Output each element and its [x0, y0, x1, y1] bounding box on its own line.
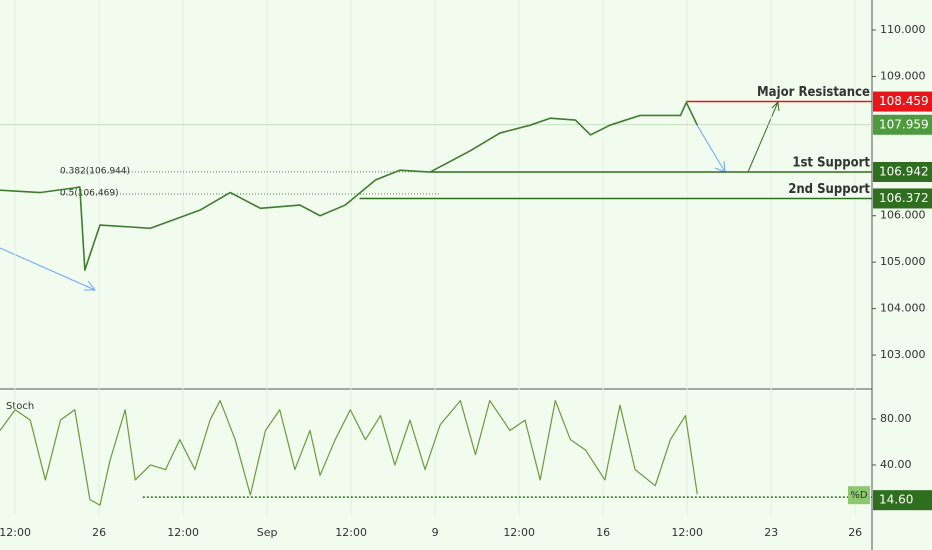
- level-name: 2nd Support: [788, 182, 870, 197]
- stoch-line: [0, 399, 698, 506]
- last-price-label: 107.959: [879, 117, 929, 131]
- price-line: [0, 101, 698, 271]
- level-value: 106.942: [879, 164, 929, 178]
- y-tick-label: 106.000: [880, 209, 926, 222]
- last-price-box: [873, 114, 932, 135]
- y-tick-label: 105.000: [880, 255, 926, 268]
- fib-label: 0.5(106.469): [60, 188, 119, 198]
- x-tick-label: 23: [764, 526, 778, 539]
- y-tick-label: 110.000: [880, 23, 926, 36]
- x-tick-label: Sep: [257, 526, 278, 539]
- level-value: 106.372: [879, 191, 929, 205]
- x-tick-label: 16: [596, 526, 610, 539]
- stoch-value-box: [873, 490, 932, 511]
- d-box: [848, 486, 870, 505]
- stoch-value: 14.60: [879, 493, 913, 507]
- y-tick-label: 80.00: [880, 412, 912, 425]
- level-name: Major Resistance: [757, 85, 870, 100]
- indicator-label: Stoch: [6, 401, 34, 412]
- x-tick-label: 12:00: [671, 526, 703, 539]
- y-tick-label: 103.000: [880, 348, 926, 361]
- x-tick-label: 26: [92, 526, 106, 539]
- y-tick-label: 109.000: [880, 69, 926, 82]
- x-tick-label: 26: [848, 526, 862, 539]
- x-tick-label: 12:00: [0, 526, 31, 539]
- level-box: [873, 161, 932, 182]
- level-box: [873, 91, 932, 112]
- x-tick-label: 12:00: [503, 526, 535, 539]
- level-name: 1st Support: [792, 155, 870, 170]
- level-value: 108.459: [879, 94, 929, 108]
- y-tick-label: 104.000: [880, 302, 926, 315]
- x-tick-label: 9: [432, 526, 439, 539]
- level-box: [873, 188, 932, 209]
- d-legend: %D: [850, 490, 868, 501]
- fib-label: 0.382(106.944): [60, 166, 130, 176]
- y-tick-label: 40.00: [880, 458, 912, 471]
- x-tick-label: 12:00: [167, 526, 199, 539]
- x-tick-label: 12:00: [335, 526, 367, 539]
